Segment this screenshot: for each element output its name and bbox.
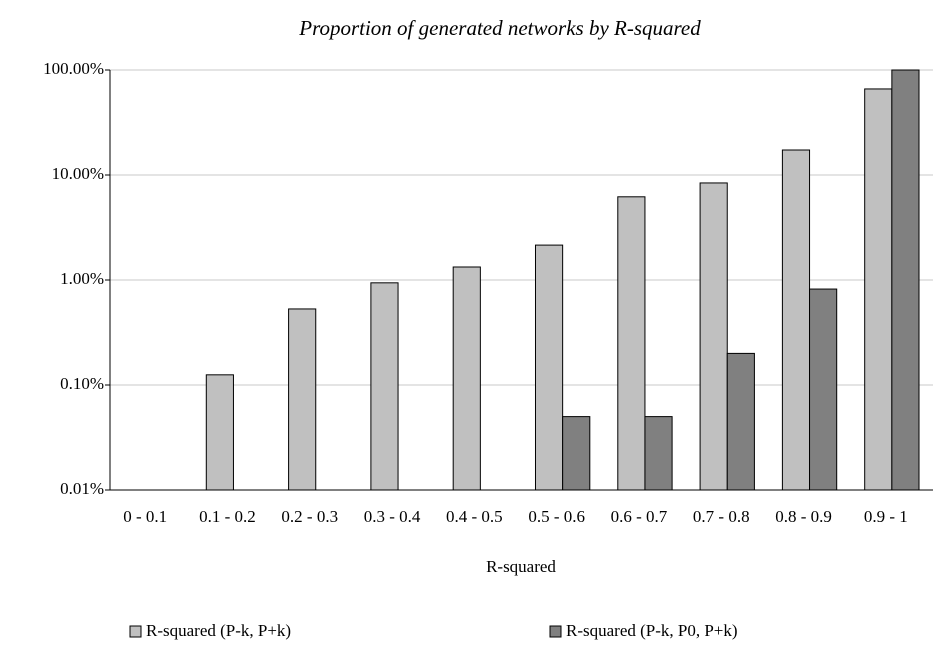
bar	[534, 244, 564, 491]
bar	[699, 182, 728, 491]
bar	[864, 88, 893, 491]
legend-label: R-squared (P-k, P+k)	[146, 621, 291, 640]
bar	[205, 374, 234, 491]
x-tick-label: 0.8 - 0.9	[775, 507, 832, 526]
x-tick-label: 0 - 0.1	[123, 507, 167, 526]
bar	[370, 282, 399, 491]
x-tick-label: 0.9 - 1	[864, 507, 908, 526]
bar	[562, 416, 591, 491]
y-tick-label: 100.00%	[43, 59, 104, 78]
bar	[288, 308, 317, 491]
bar	[452, 266, 481, 491]
bar	[809, 288, 838, 491]
legend-swatch	[549, 625, 562, 638]
y-tick-label: 0.01%	[60, 479, 104, 498]
bar	[617, 196, 646, 491]
legend-swatch	[129, 625, 142, 638]
y-tick-label: 1.00%	[60, 269, 104, 288]
bar	[726, 352, 755, 491]
bar	[644, 416, 673, 491]
bar	[891, 69, 920, 491]
x-tick-label: 0.5 - 0.6	[528, 507, 585, 526]
y-tick-label: 10.00%	[52, 164, 104, 183]
x-tick-label: 0.7 - 0.8	[693, 507, 750, 526]
y-tick-label: 0.10%	[60, 374, 104, 393]
legend-label: R-squared (P-k, P0, P+k)	[566, 621, 738, 640]
x-tick-label: 0.4 - 0.5	[446, 507, 503, 526]
x-tick-label: 0.3 - 0.4	[364, 507, 421, 526]
x-axis-label: R-squared	[486, 557, 556, 576]
chart-title: Proportion of generated networks by R-sq…	[298, 16, 701, 40]
x-tick-label: 0.1 - 0.2	[199, 507, 256, 526]
x-tick-label: 0.2 - 0.3	[281, 507, 338, 526]
x-tick-label: 0.6 - 0.7	[611, 507, 668, 526]
bar	[781, 149, 811, 491]
